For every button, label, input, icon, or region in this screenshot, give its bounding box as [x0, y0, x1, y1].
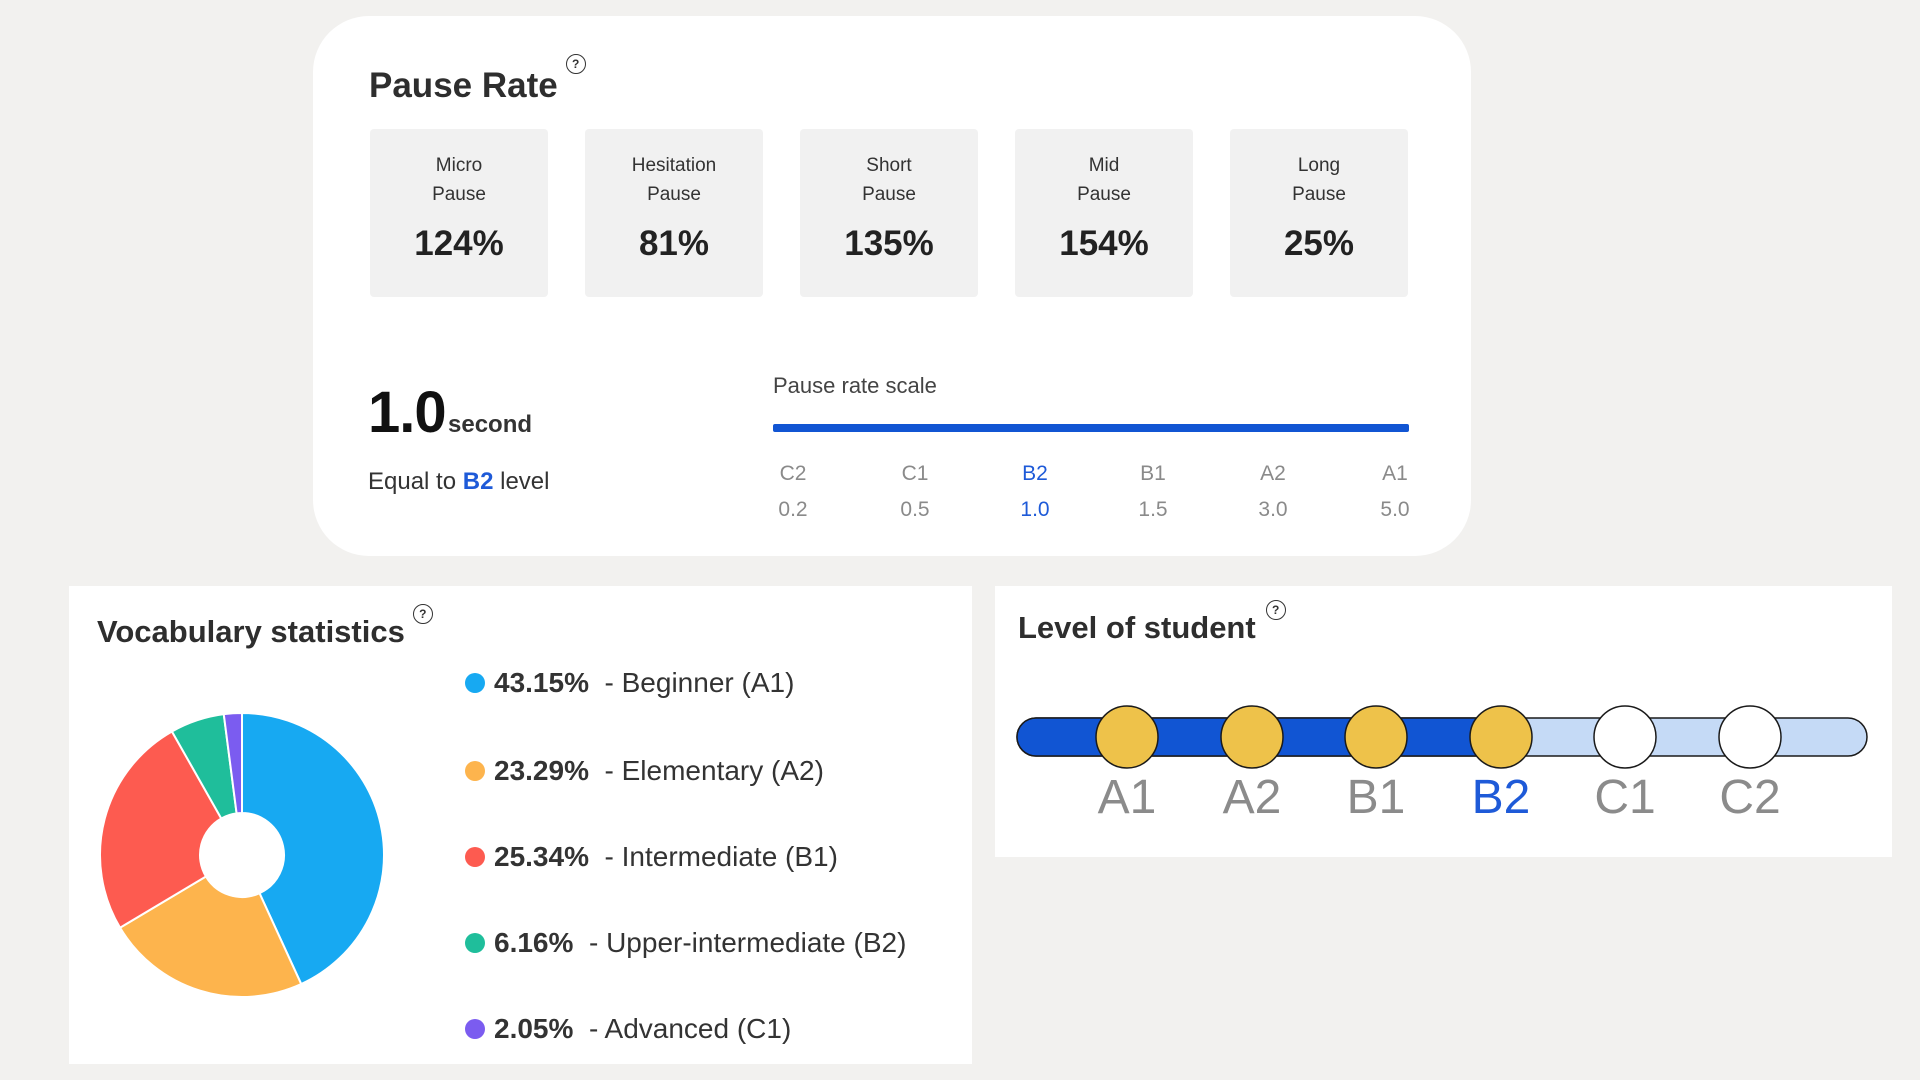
scale-tick-level: B2	[1022, 462, 1048, 485]
pause-rate-title: Pause Rate ?	[369, 54, 586, 106]
level-node-c2	[1718, 705, 1782, 769]
pause-box-long: Long Pause 25%	[1230, 129, 1408, 297]
level-label-c1: C1	[1594, 771, 1656, 824]
legend-dot	[465, 847, 485, 867]
pause-box-label: Long Pause	[1292, 155, 1346, 205]
legend-percent: 25.34%	[494, 841, 589, 872]
pause-box-label: Short Pause	[862, 155, 916, 205]
equal-level-text: Equal to B2 level	[368, 468, 549, 496]
scale-tick-value: 1.0	[1020, 498, 1050, 521]
pause-box-value: 81%	[638, 224, 710, 263]
help-icon[interactable]: ?	[412, 604, 433, 624]
vocabulary-card: Vocabulary statistics ? 43.15% - Beginne…	[69, 586, 972, 1064]
scale-title: Pause rate scale	[773, 373, 937, 398]
pause-box-label: Micro Pause	[432, 155, 486, 205]
level-node-c1	[1593, 705, 1657, 769]
scale-tick-level: A2	[1260, 462, 1286, 485]
equal-prefix: Equal to	[368, 468, 457, 495]
level-label-a2: A2	[1222, 771, 1282, 824]
legend-percent: 2.05%	[494, 1013, 574, 1044]
legend-item-c1: 2.05% - Advanced (C1)	[465, 1013, 791, 1045]
level-node-b1	[1344, 705, 1408, 769]
pie-slice-2[interactable]	[118, 875, 303, 998]
scale-bar	[773, 424, 1409, 432]
vocabulary-pie-chart	[99, 711, 385, 998]
pause-box-value: 124%	[414, 224, 504, 263]
pause-box-value: 25%	[1283, 224, 1355, 263]
legend-label: - Elementary (A2)	[604, 755, 824, 786]
scale-tick-level: C1	[901, 462, 929, 485]
scale-tick-value: 5.0	[1380, 498, 1410, 521]
pause-box-value: 154%	[1059, 224, 1149, 263]
scale-tick-level: A1	[1382, 462, 1408, 485]
pause-rate-title-text: Pause Rate	[369, 66, 558, 105]
scale-tick-c1: C1 0.5	[880, 456, 950, 528]
scale-tick-a1: A1 5.0	[1360, 456, 1430, 528]
pause-box-hesitation: Hesitation Pause 81%	[585, 129, 763, 297]
legend-item-a2: 23.29% - Elementary (A2)	[465, 755, 824, 787]
legend-dot	[465, 1019, 485, 1039]
scale-tick-c2: C2 0.2	[758, 456, 828, 528]
equal-suffix: level	[500, 468, 550, 495]
level-title: Level of student ?	[1018, 600, 1286, 646]
pause-rate-card: Pause Rate ? Micro Pause 124% Hesitation…	[313, 16, 1471, 556]
legend-dot	[465, 673, 485, 693]
scale-tick-value: 0.5	[900, 498, 930, 521]
pause-box-label: Hesitation Pause	[631, 155, 717, 205]
vocabulary-title-text: Vocabulary statistics	[97, 614, 405, 649]
legend-dot	[465, 933, 485, 953]
level-label-c2: C2	[1719, 771, 1781, 824]
pause-seconds-value: 1.0	[368, 380, 447, 445]
scale-tick-b1: B1 1.5	[1118, 456, 1188, 528]
level-title-text: Level of student	[1018, 610, 1256, 645]
pause-box-mid: Mid Pause 154%	[1015, 129, 1193, 297]
vocabulary-title: Vocabulary statistics ?	[97, 604, 433, 650]
legend-dot	[465, 761, 485, 781]
legend-percent: 6.16%	[494, 927, 574, 958]
level-node-b2	[1469, 705, 1533, 769]
scale-tick-value: 1.5	[1138, 498, 1168, 521]
level-label-a1: A1	[1097, 771, 1157, 824]
legend-label: - Upper-intermediate (B2)	[588, 927, 907, 958]
pause-box-micro: Micro Pause 124%	[370, 129, 548, 297]
equal-level-badge: B2	[462, 468, 494, 495]
help-icon[interactable]: ?	[1265, 600, 1286, 620]
legend-label: - Advanced (C1)	[588, 1013, 792, 1044]
legend-label: - Intermediate (B1)	[604, 841, 838, 872]
level-node-a1	[1095, 705, 1159, 769]
scale-tick-value: 3.0	[1258, 498, 1288, 521]
legend-item-a1: 43.15% - Beginner (A1)	[465, 667, 794, 699]
pause-box-label: Mid Pause	[1077, 155, 1131, 205]
pie-slice-1[interactable]	[241, 711, 385, 986]
legend-percent: 43.15%	[494, 667, 589, 698]
scale-tick-level: C2	[779, 462, 807, 485]
level-progress-track	[1016, 705, 1868, 769]
pie-slice-3[interactable]	[99, 730, 223, 930]
scale-tick-a2: A2 3.0	[1238, 456, 1308, 528]
legend-item-b1: 25.34% - Intermediate (B1)	[465, 841, 838, 873]
pause-seconds-unit: second	[448, 411, 533, 438]
level-label-b1: B1	[1346, 771, 1406, 824]
legend-label: - Beginner (A1)	[604, 667, 795, 698]
pause-box-value: 135%	[844, 224, 934, 263]
legend-percent: 23.29%	[494, 755, 589, 786]
level-node-a2	[1220, 705, 1284, 769]
level-card: Level of student ? A1 A2 B1 B2 C1 C2	[995, 586, 1892, 857]
scale-tick-level: B1	[1140, 462, 1166, 485]
help-icon[interactable]: ?	[565, 54, 586, 74]
scale-tick-b2: B2 1.0	[1000, 456, 1070, 528]
pie-slice-5[interactable]	[222, 711, 243, 815]
scale-tick-value: 0.2	[778, 498, 808, 521]
level-label-b2: B2	[1471, 771, 1531, 824]
pause-box-short: Short Pause 135%	[800, 129, 978, 297]
legend-item-b2: 6.16% - Upper-intermediate (B2)	[465, 927, 906, 959]
